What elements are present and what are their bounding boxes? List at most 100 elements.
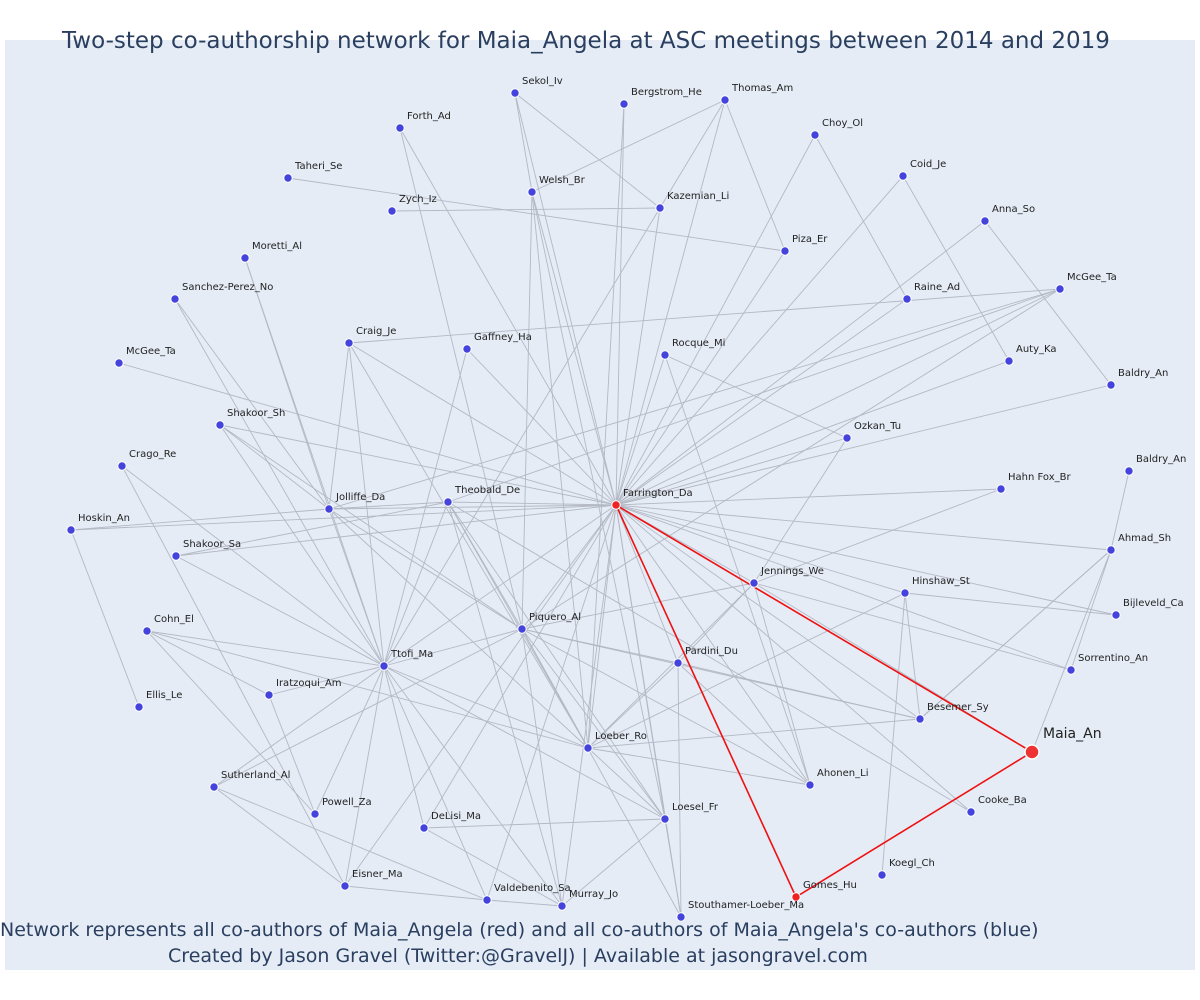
node-Theobald_De[interactable] — [443, 497, 453, 507]
node-label-Sanchez-Perez_No: Sanchez-Perez_No — [182, 282, 273, 293]
node-label-Theobald_De: Theobald_De — [454, 485, 520, 496]
node-label-McGee_Ta: McGee_Ta — [126, 346, 176, 357]
node-Murray_Jo[interactable] — [557, 901, 567, 911]
node-Jolliffe_Da[interactable] — [324, 504, 334, 514]
edge-Piquero_Al-Loesel_Fr — [521, 628, 666, 820]
edge-Hinshaw_St-Koegl_Ch — [881, 592, 906, 876]
node-Hahn Fox_Br[interactable] — [996, 484, 1006, 494]
node-label-Crago_Re: Crago_Re — [129, 449, 176, 460]
edge-Craig_Je-McGee_Ta — [348, 288, 1061, 344]
edge-Loeber_Ro-Loesel_Fr — [587, 747, 666, 820]
node-Piza_Er[interactable] — [780, 246, 790, 256]
node-Thomas_Am[interactable] — [720, 95, 730, 105]
edge-Piquero_Al-Stouthamer-Loeber_Ma — [521, 628, 682, 918]
node-Besemer_Sy[interactable] — [915, 714, 925, 724]
node-Gaffney_Ha[interactable] — [462, 344, 472, 354]
edge-Farrington_Da-McGee_Ta — [118, 362, 617, 506]
node-Gomes_Hu[interactable] — [791, 892, 801, 902]
node-Moretti_Al[interactable] — [240, 253, 250, 263]
node-Choy_Ol[interactable] — [810, 130, 820, 140]
node-Rocque_Mi[interactable] — [660, 350, 670, 360]
node-Auty_Ka[interactable] — [1004, 356, 1014, 366]
node-Sorrentino_An[interactable] — [1066, 665, 1076, 675]
node-Welsh_Br[interactable] — [527, 187, 537, 197]
node-Craig_Je[interactable] — [344, 338, 354, 348]
node-label-Ellis_Le: Ellis_Le — [146, 690, 182, 701]
node-Cooke_Ba[interactable] — [966, 807, 976, 817]
edge-Anna_So-Baldry_An — [984, 220, 1112, 386]
node-Bijleveld_Ca[interactable] — [1111, 610, 1121, 620]
node-label-Baldry_An: Baldry_An — [1136, 454, 1186, 465]
node-Jennings_We[interactable] — [749, 578, 759, 588]
node-McGee_Ta[interactable] — [1055, 284, 1065, 294]
node-Hoskin_An[interactable] — [66, 525, 76, 535]
edge-Murray_Jo-Valdebenito_Sa — [486, 899, 563, 907]
node-Shakoor_Sh[interactable] — [215, 420, 225, 430]
node-Loeber_Ro[interactable] — [583, 743, 593, 753]
node-DeLisi_Ma[interactable] — [419, 823, 429, 833]
edge-Eisner_Ma-Valdebenito_Sa — [344, 885, 488, 901]
node-Cohn_El[interactable] — [142, 626, 152, 636]
edge-Cohn_El-Powell_Za — [146, 630, 316, 815]
node-label-Kazemian_Li: Kazemian_Li — [667, 191, 729, 202]
node-Coid_Je[interactable] — [898, 171, 908, 181]
node-Farrington_Da[interactable] — [611, 500, 621, 510]
node-Raine_Ad[interactable] — [902, 294, 912, 304]
edge-Shakoor_Sh-Piquero_Al — [219, 424, 523, 630]
node-Ellis_Le[interactable] — [134, 702, 144, 712]
node-Stouthamer-Loeber_Ma[interactable] — [676, 912, 686, 922]
node-Piquero_Al[interactable] — [517, 624, 527, 634]
node-Kazemian_Li[interactable] — [655, 203, 665, 213]
edge-Rocque_Mi-Ahonen_Li — [664, 354, 811, 786]
node-Iratzoqui_Am[interactable] — [264, 690, 274, 700]
node-Powell_Za[interactable] — [310, 809, 320, 819]
edge-Sekol_Iv-Welsh_Br — [514, 92, 533, 193]
node-Loesel_Fr[interactable] — [660, 814, 670, 824]
node-label-Welsh_Br: Welsh_Br — [539, 175, 586, 186]
edge-Welsh_Br-Loesel_Fr — [531, 191, 666, 820]
node-Anna_So[interactable] — [980, 216, 990, 226]
edge-Cooke_Ba-Theobald_De — [447, 501, 972, 813]
node-Shakoor_Sa[interactable] — [171, 551, 181, 561]
node-Zych_Iz[interactable] — [387, 206, 397, 216]
edge-Farrington_Da-Ahmad_Sh — [615, 504, 1112, 551]
node-label-Ozkan_Tu: Ozkan_Tu — [854, 421, 901, 432]
node-Hinshaw_St[interactable] — [900, 588, 910, 598]
node-Ahonen_Li[interactable] — [805, 780, 815, 790]
edge-Farrington_Da-Pardini_Du — [615, 504, 679, 664]
node-label-Zych_Iz: Zych_Iz — [399, 194, 437, 205]
node-Sekol_Iv[interactable] — [510, 88, 520, 98]
edge-Maia_An-Gomes_Hu — [795, 751, 1033, 898]
node-label-Iratzoqui_Am: Iratzoqui_Am — [276, 678, 342, 689]
node-Koegl_Ch[interactable] — [877, 870, 887, 880]
node-label-McGee_Ta: McGee_Ta — [1067, 272, 1117, 283]
node-Ttofi_Ma[interactable] — [379, 661, 389, 671]
node-Ahmad_Sh[interactable] — [1106, 545, 1116, 555]
node-label-Piquero_Al: Piquero_Al — [529, 612, 581, 623]
node-Bergstrom_He[interactable] — [619, 99, 629, 109]
node-Pardini_Du[interactable] — [673, 658, 683, 668]
caption-line-1: Network represents all co-authors of Mai… — [0, 919, 1039, 941]
edge-Cohn_El-Iratzoqui_Am — [146, 630, 270, 696]
node-Crago_Re[interactable] — [117, 461, 127, 471]
node-McGee_Ta[interactable] — [114, 358, 124, 368]
edge-Pardini_Du-Jennings_We — [677, 582, 755, 664]
edge-Gaffney_Ha-Ttofi_Ma — [383, 348, 468, 667]
node-Baldry_An[interactable] — [1124, 466, 1134, 476]
node-Taheri_Se[interactable] — [283, 173, 293, 183]
node-Baldry_An[interactable] — [1106, 380, 1116, 390]
node-Forth_Ad[interactable] — [395, 123, 405, 133]
node-Valdebenito_Sa[interactable] — [482, 895, 492, 905]
node-Maia_An[interactable] — [1024, 744, 1040, 760]
node-label-Hinshaw_St: Hinshaw_St — [912, 576, 970, 587]
edge-Pardini_Du-Stouthamer-Loeber_Ma — [677, 662, 682, 918]
edge-Ttofi_Ma-Eisner_Ma — [344, 665, 385, 887]
node-Sutherland_Al[interactable] — [209, 782, 219, 792]
node-Ozkan_Tu[interactable] — [842, 433, 852, 443]
node-Sanchez-Perez_No[interactable] — [170, 294, 180, 304]
edge-Farrington_Da-Forth_Ad — [399, 127, 617, 506]
edge-Farrington_Da-Auty_Ka — [615, 360, 1010, 506]
edge-Hinshaw_St-Besemer_Sy — [904, 592, 921, 720]
node-Eisner_Ma[interactable] — [340, 881, 350, 891]
